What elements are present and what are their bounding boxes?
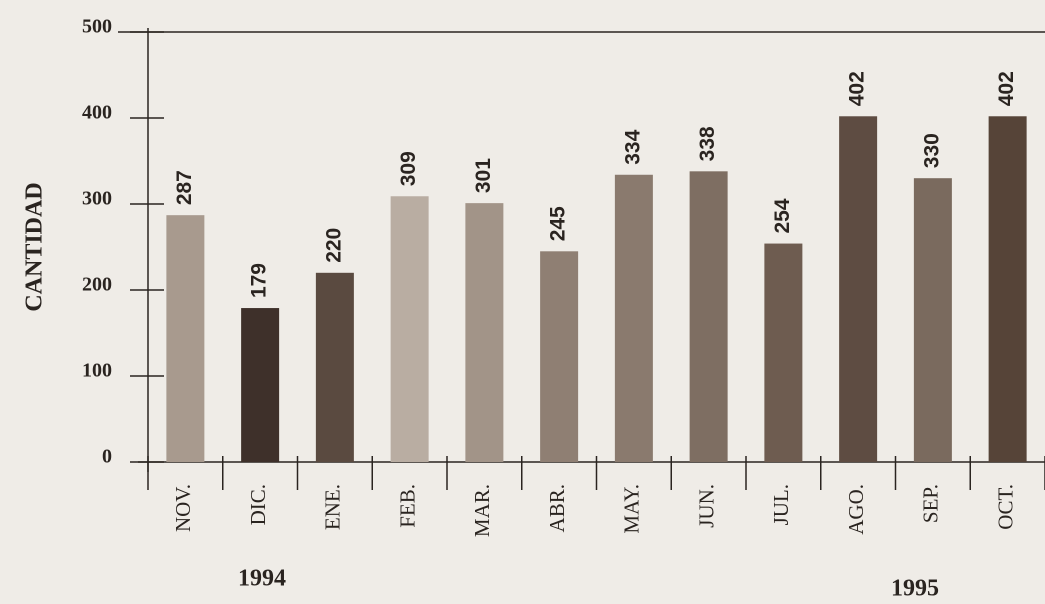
x-tick-label: ABR. xyxy=(545,484,569,532)
bar xyxy=(390,196,429,462)
x-tick-label: AGO. xyxy=(844,484,868,535)
value-label: 301 xyxy=(472,158,495,193)
value-label: 330 xyxy=(920,133,943,168)
bar xyxy=(764,243,803,462)
y-tick-label: 100 xyxy=(82,360,112,382)
y-tick-label: 0 xyxy=(102,446,112,468)
x-tick-label: DIC. xyxy=(246,484,270,525)
x-tick-label: SEP. xyxy=(919,484,943,523)
x-tick-label: MAY. xyxy=(620,484,644,534)
x-tick-label: ENE. xyxy=(321,484,345,530)
value-label: 338 xyxy=(696,126,719,161)
year-label: 1995 xyxy=(891,576,939,602)
bar xyxy=(689,171,728,462)
value-label: 220 xyxy=(322,228,345,263)
value-label: 179 xyxy=(248,263,271,298)
y-tick-label: 400 xyxy=(82,102,112,124)
bar xyxy=(988,116,1027,462)
x-tick-label: JUL. xyxy=(769,484,793,525)
bar xyxy=(315,272,354,462)
bar xyxy=(913,178,952,462)
y-tick-label: 200 xyxy=(82,274,112,296)
y-tick-label: 300 xyxy=(82,188,112,210)
y-tick-label: 500 xyxy=(82,16,112,38)
value-label: 287 xyxy=(173,170,196,205)
y-axis-label: CANTIDAD xyxy=(22,182,48,311)
x-tick-label: JUN. xyxy=(694,484,718,528)
value-label: 334 xyxy=(621,129,644,164)
year-label: 1994 xyxy=(238,566,286,592)
value-label: 402 xyxy=(846,71,869,106)
x-tick-label: NOV. xyxy=(171,484,195,532)
x-tick-label: OCT. xyxy=(993,484,1017,530)
value-label: 309 xyxy=(397,151,420,186)
bar xyxy=(241,308,280,462)
bar xyxy=(839,116,878,462)
x-tick-label: MAR. xyxy=(470,484,494,537)
bar xyxy=(540,251,579,462)
value-label: 245 xyxy=(547,206,570,241)
bar xyxy=(614,174,653,462)
x-tick-label: FEB. xyxy=(395,484,419,528)
value-label: 254 xyxy=(771,198,794,233)
value-label: 402 xyxy=(995,71,1018,106)
bar xyxy=(166,215,205,462)
bar xyxy=(465,203,504,462)
